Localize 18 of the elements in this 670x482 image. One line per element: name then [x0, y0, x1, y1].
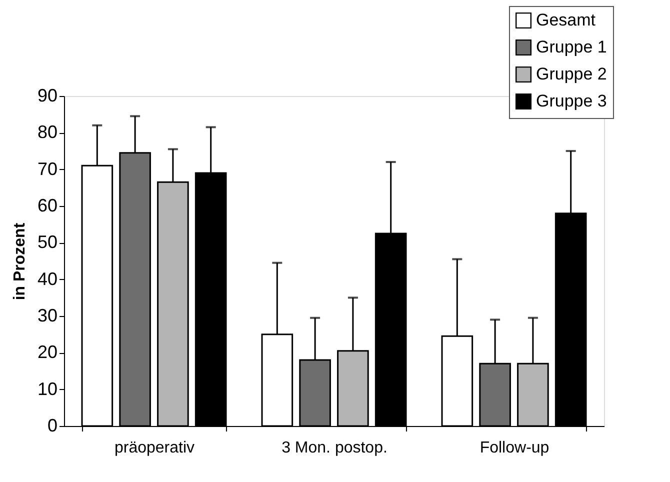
x-tick-label: 3 Mon. postop. [282, 440, 388, 456]
legend-label: Gruppe 3 [536, 92, 607, 110]
y-tick-label: 80 [37, 122, 58, 142]
y-tick-label: 40 [37, 268, 58, 289]
y-tick-label: 50 [37, 232, 58, 252]
legend-label: Gruppe 1 [536, 38, 607, 56]
y-tick-label: 70 [37, 158, 58, 179]
y-tick-label: 0 [47, 416, 58, 436]
x-tick-label: präoperativ [114, 440, 195, 456]
y-tick-label: 30 [37, 306, 58, 326]
x-tick-label: Follow-up [480, 440, 550, 456]
legend-label: Gruppe 2 [536, 64, 607, 84]
y-axis-title: in Prozent [11, 222, 28, 300]
legend-label: Gesamt [536, 10, 596, 30]
y-tick-label: 10 [37, 378, 58, 399]
y-tick-label: 90 [37, 86, 58, 106]
y-tick-label: 20 [37, 342, 58, 362]
y-tick-label: 60 [37, 196, 58, 216]
